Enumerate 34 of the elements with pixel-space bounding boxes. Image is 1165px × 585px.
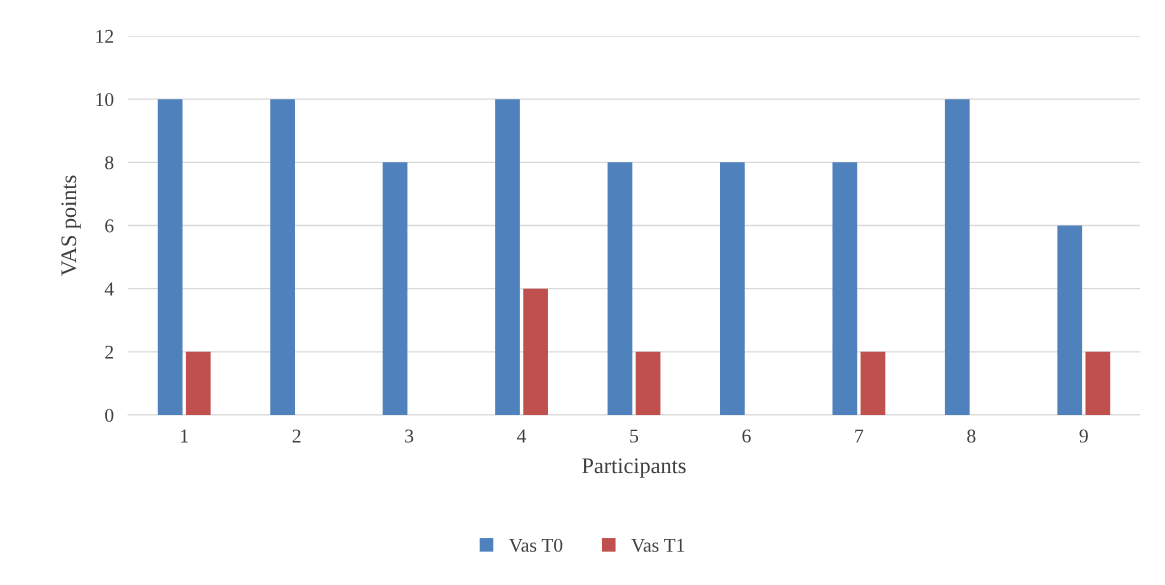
x-tick-label: 8: [967, 429, 976, 443]
bar: [523, 288, 548, 415]
bar: [382, 162, 408, 415]
bar: [495, 99, 520, 415]
bar: [860, 351, 886, 415]
y-tick-label: 8: [105, 156, 114, 170]
bar: [270, 99, 295, 415]
y-tick-label: 6: [105, 219, 114, 233]
x-tick-label: 2: [292, 429, 301, 443]
legend-label: Vas T0: [509, 538, 563, 552]
y-tick-label: 0: [105, 408, 114, 422]
bar: [1057, 225, 1083, 415]
x-tick-label: 6: [742, 429, 751, 443]
x-tick-label: 9: [1079, 429, 1088, 443]
bar: [1085, 351, 1111, 415]
x-tick-label: 1: [181, 429, 188, 443]
y-tick-label: 2: [105, 345, 114, 359]
x-tick-label: 3: [405, 429, 414, 443]
bar: [157, 99, 183, 415]
y-tick-label: 4: [104, 282, 114, 296]
bar: [607, 162, 633, 415]
bar: [635, 351, 661, 415]
x-axis-title: Participants: [582, 458, 686, 478]
bar: [832, 162, 858, 415]
y-tick-label: 12: [96, 29, 114, 43]
x-tick-label: 4: [517, 429, 527, 443]
y-tick-label: 10: [96, 92, 114, 107]
bar: [185, 351, 211, 415]
bar: [720, 162, 745, 415]
x-tick-label: 5: [630, 429, 639, 443]
y-axis-title: VAS points: [61, 175, 81, 276]
bar: [944, 99, 970, 415]
x-tick-label: 7: [855, 429, 864, 443]
legend-label: Vas T1: [631, 538, 685, 552]
